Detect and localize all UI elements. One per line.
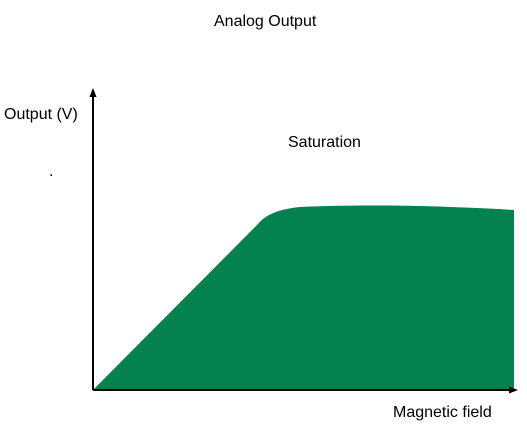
response-curve-area [93, 205, 514, 390]
saturation-label: Saturation [288, 134, 361, 151]
y-axis-label: Output (V) [4, 106, 78, 123]
x-axis-label: Magnetic field [393, 404, 492, 421]
y-axis-arrowhead [89, 88, 97, 97]
diagram-title: Analog Output [214, 13, 317, 30]
dot-mark: . [49, 163, 54, 180]
x-axis-arrowhead [509, 386, 518, 394]
